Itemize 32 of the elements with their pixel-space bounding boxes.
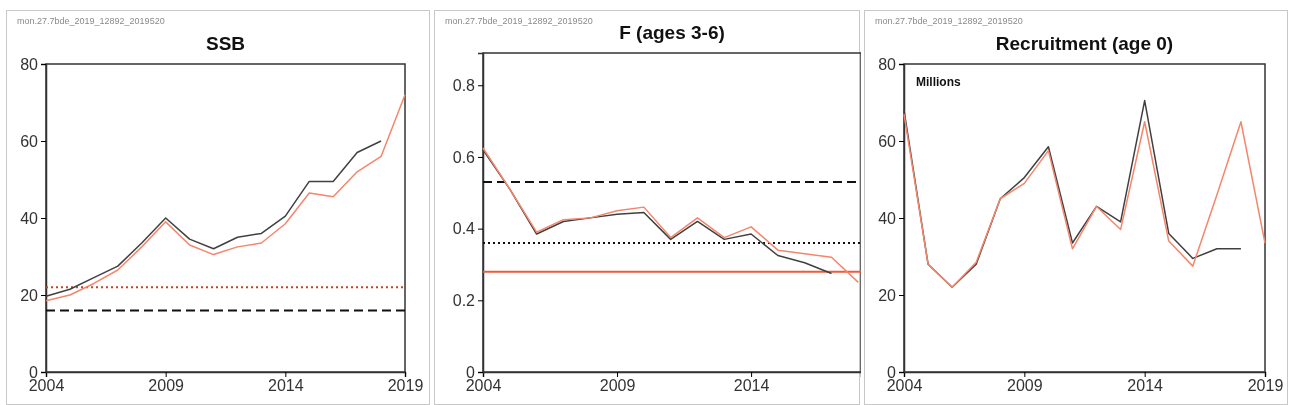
chart-title: Recruitment (age 0) xyxy=(995,33,1174,54)
y-tick-label: 40 xyxy=(878,209,897,227)
y-tick-label: 0.2 xyxy=(452,291,476,309)
chart-title: SSB xyxy=(205,33,246,54)
y-tick-label: 60 xyxy=(20,132,39,150)
x-tick-label: 2004 xyxy=(28,377,65,395)
line-series xyxy=(45,140,382,297)
x-tick-label: 2014 xyxy=(733,377,770,395)
x-tick-label: 2009 xyxy=(1007,377,1043,395)
y-tick-label: 20 xyxy=(20,286,39,304)
text: mon.27.7bde_2019_12892_2019520 xyxy=(445,16,593,26)
x-tick-label: 2009 xyxy=(599,377,636,395)
x-tick-label: 2019 xyxy=(387,377,424,395)
y-tick-label: 80 xyxy=(20,55,39,73)
text: mon.27.7bde_2019_12892_2019520 xyxy=(875,16,1023,26)
x-tick-label: 2014 xyxy=(1127,377,1164,395)
y-tick-label: 0.8 xyxy=(452,76,476,94)
chart-title: F (ages 3-6) xyxy=(619,22,725,43)
y-tick-label: 80 xyxy=(878,55,897,73)
x-tick-label: 2019 xyxy=(1247,377,1284,395)
y-tick-label: 60 xyxy=(878,132,897,150)
line-series xyxy=(45,94,406,302)
annotation: Millions xyxy=(916,75,961,89)
text: mon.27.7bde_2019_12892_2019520 xyxy=(17,16,165,26)
y-tick-label: 0.4 xyxy=(452,220,476,238)
x-tick-label: 2009 xyxy=(148,377,185,395)
y-tick-label: 0.6 xyxy=(452,148,476,166)
x-tick-label: 2004 xyxy=(886,377,923,395)
y-tick-label: 20 xyxy=(878,286,897,304)
y-tick-label: 40 xyxy=(20,209,39,227)
x-tick-label: 2014 xyxy=(268,377,304,395)
x-tick-label: 2004 xyxy=(465,377,502,395)
